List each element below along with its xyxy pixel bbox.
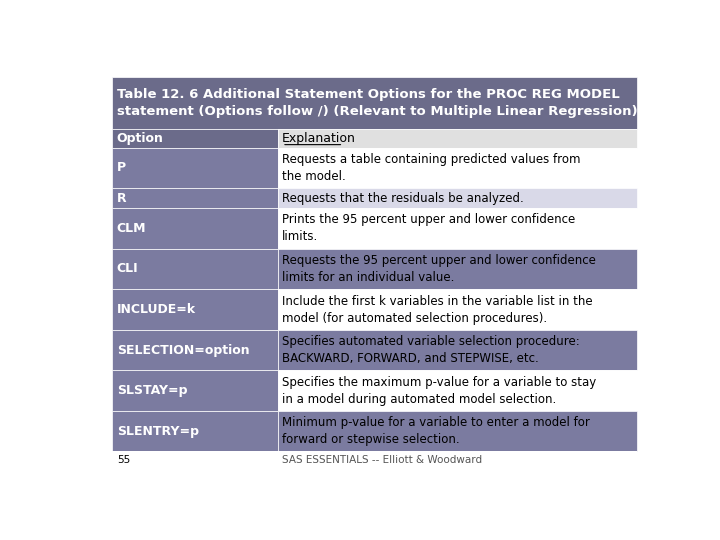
- Text: CLI: CLI: [117, 262, 138, 275]
- Text: Prints the 95 percent upper and lower confidence
limits.: Prints the 95 percent upper and lower co…: [282, 213, 575, 244]
- FancyBboxPatch shape: [112, 208, 277, 249]
- FancyBboxPatch shape: [112, 147, 277, 188]
- Text: Requests that the residuals be analyzed.: Requests that the residuals be analyzed.: [282, 192, 523, 205]
- FancyBboxPatch shape: [277, 208, 637, 249]
- Text: Include the first k variables in the variable list in the
model (for automated s: Include the first k variables in the var…: [282, 294, 593, 325]
- Text: Requests the 95 percent upper and lower confidence
limits for an individual valu: Requests the 95 percent upper and lower …: [282, 254, 596, 284]
- FancyBboxPatch shape: [112, 289, 277, 330]
- FancyBboxPatch shape: [112, 330, 277, 370]
- FancyBboxPatch shape: [112, 370, 277, 411]
- FancyBboxPatch shape: [277, 188, 637, 208]
- Text: Requests a table containing predicted values from
the model.: Requests a table containing predicted va…: [282, 153, 580, 183]
- FancyBboxPatch shape: [112, 129, 277, 147]
- FancyBboxPatch shape: [112, 451, 637, 468]
- Text: Minimum p-value for a variable to enter a model for
forward or stepwise selectio: Minimum p-value for a variable to enter …: [282, 416, 590, 446]
- Text: P: P: [117, 161, 126, 174]
- FancyBboxPatch shape: [277, 249, 637, 289]
- FancyBboxPatch shape: [277, 147, 637, 188]
- Text: CLM: CLM: [117, 222, 146, 235]
- FancyBboxPatch shape: [277, 411, 637, 451]
- FancyBboxPatch shape: [277, 289, 637, 330]
- FancyBboxPatch shape: [277, 370, 637, 411]
- Text: Option: Option: [117, 132, 163, 145]
- Text: 55: 55: [117, 455, 130, 465]
- Text: SELECTION=option: SELECTION=option: [117, 343, 249, 356]
- Text: SLENTRY=p: SLENTRY=p: [117, 425, 199, 438]
- Text: Specifies the maximum p-value for a variable to stay
in a model during automated: Specifies the maximum p-value for a vari…: [282, 376, 596, 406]
- Text: Table 12. 6 Additional Statement Options for the PROC REG MODEL
statement (Optio: Table 12. 6 Additional Statement Options…: [117, 88, 637, 118]
- FancyBboxPatch shape: [112, 411, 277, 451]
- Text: Explanation: Explanation: [282, 132, 356, 145]
- FancyBboxPatch shape: [112, 188, 277, 208]
- FancyBboxPatch shape: [277, 129, 637, 147]
- Text: SLSTAY=p: SLSTAY=p: [117, 384, 187, 397]
- Text: INCLUDE=k: INCLUDE=k: [117, 303, 196, 316]
- Text: Specifies automated variable selection procedure:
BACKWARD, FORWARD, and STEPWIS: Specifies automated variable selection p…: [282, 335, 580, 365]
- Text: R: R: [117, 192, 127, 205]
- FancyBboxPatch shape: [112, 249, 277, 289]
- FancyBboxPatch shape: [277, 330, 637, 370]
- Text: SAS ESSENTIALS -- Elliott & Woodward: SAS ESSENTIALS -- Elliott & Woodward: [282, 455, 482, 465]
- FancyBboxPatch shape: [112, 77, 637, 129]
